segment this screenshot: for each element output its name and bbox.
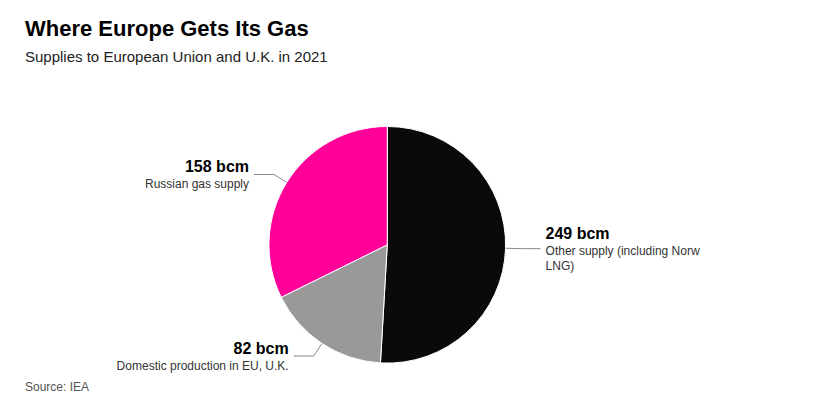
svg-text:Other supply (including Norw: Other supply (including Norw [546,244,700,258]
svg-text:Source: IEA: Source: IEA [25,380,89,394]
svg-text:249 bcm: 249 bcm [546,225,610,242]
svg-text:Domestic production in EU, U.K: Domestic production in EU, U.K. [117,359,289,373]
svg-text:Supplies to European Union and: Supplies to European Union and U.K. in 2… [25,48,328,65]
svg-text:158 bcm: 158 bcm [185,158,249,175]
svg-text:LNG): LNG) [546,259,575,273]
svg-text:Russian gas supply: Russian gas supply [145,177,249,191]
svg-text:82 bcm: 82 bcm [234,340,289,357]
svg-text:Where Europe Gets Its Gas: Where Europe Gets Its Gas [25,16,309,41]
